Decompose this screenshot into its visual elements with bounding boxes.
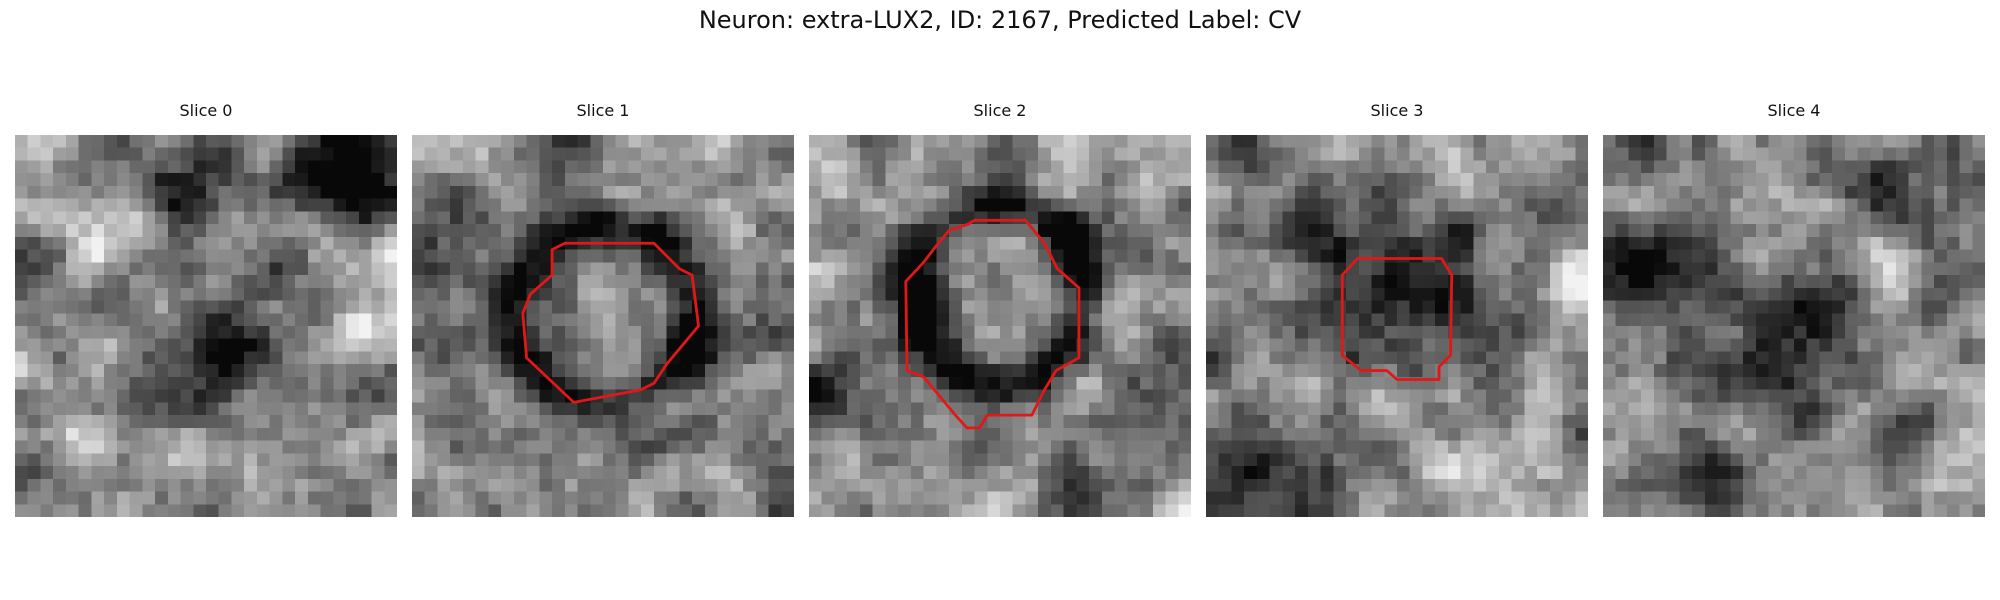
slice-panel-0: Slice 0 <box>15 100 397 517</box>
slice-image <box>15 135 397 517</box>
slice-image <box>412 135 794 517</box>
segmentation-outline <box>904 218 1081 430</box>
slice-panel-1: Slice 1 <box>412 100 794 517</box>
figure-title: Neuron: extra-LUX2, ID: 2167, Predicted … <box>698 6 1302 34</box>
slice-title: Slice 1 <box>576 101 630 120</box>
slice-panel-3: Slice 3 <box>1206 100 1588 517</box>
slice-title: Slice 3 <box>1370 101 1424 120</box>
slice-title: Slice 2 <box>973 101 1027 120</box>
segmentation-outline <box>1340 257 1454 381</box>
slice-image <box>809 135 1191 517</box>
slice-image <box>1603 135 1985 517</box>
slice-title: Slice 4 <box>1767 101 1821 120</box>
segmentation-outline <box>521 241 700 404</box>
slice-panel-2: Slice 2 <box>809 100 1191 517</box>
slice-panel-4: Slice 4 <box>1603 100 1985 517</box>
slice-title: Slice 0 <box>179 101 233 120</box>
slice-image <box>1206 135 1588 517</box>
